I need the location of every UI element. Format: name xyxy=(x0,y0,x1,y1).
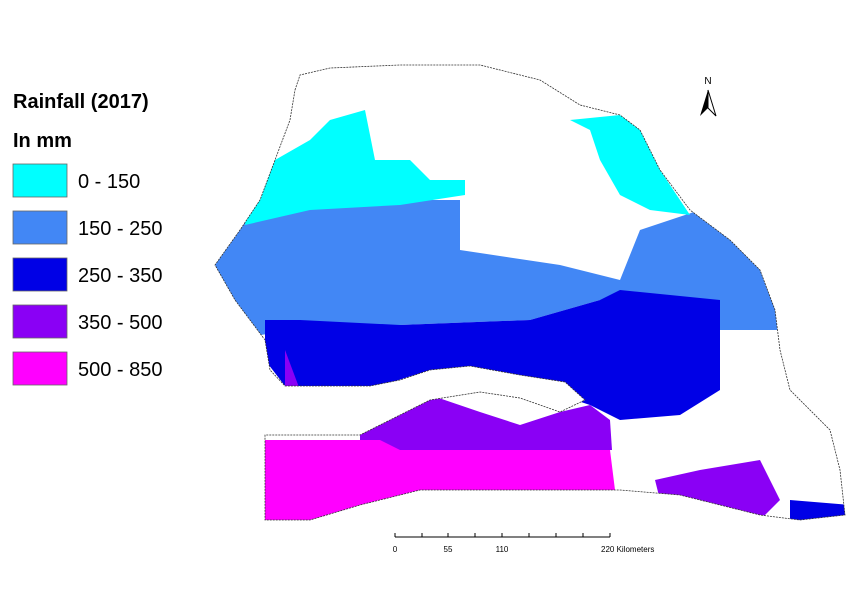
rainfall-zone xyxy=(262,440,615,520)
scale-label: 220 Kilometers xyxy=(601,545,654,554)
legend-swatch xyxy=(12,351,68,386)
rainfall-zone xyxy=(790,500,845,520)
rainfall-zone xyxy=(245,110,465,225)
legend-swatch xyxy=(12,257,68,292)
legend: 0 - 150 150 - 250 250 - 350 350 - 500 500 - … xyxy=(12,163,163,386)
arrow-right xyxy=(707,89,717,117)
legend-swatch xyxy=(12,163,68,198)
legend-title: Rainfall (2017) xyxy=(13,91,149,113)
legend-swatch xyxy=(12,304,68,339)
legend-label: 350 - 500 xyxy=(78,312,163,334)
legend-subtitle: In mm xyxy=(13,130,72,152)
rainfall-zone xyxy=(655,460,780,520)
rainfall-zone xyxy=(570,115,690,215)
scale-label: 0 xyxy=(393,545,398,554)
scale-label: 55 xyxy=(444,545,453,554)
scale-label: 110 xyxy=(496,545,509,554)
rainfall-zones xyxy=(215,110,845,520)
legend-label: 150 - 250 xyxy=(78,218,163,240)
legend-label: 500 - 850 xyxy=(78,359,163,381)
legend-label: 0 - 150 xyxy=(78,171,140,193)
legend-label: 250 - 350 xyxy=(78,265,163,287)
scale-bar: 0 55 110 220 Kilometers xyxy=(393,533,654,554)
rainfall-zone xyxy=(215,200,780,335)
rainfall-zone xyxy=(285,350,300,390)
legend-swatch xyxy=(12,210,68,245)
arrow-left xyxy=(700,90,708,116)
north-label: N xyxy=(704,76,711,87)
rainfall-zone xyxy=(265,290,720,420)
north-arrow: N xyxy=(700,76,717,117)
rainfall-zone xyxy=(360,395,612,455)
